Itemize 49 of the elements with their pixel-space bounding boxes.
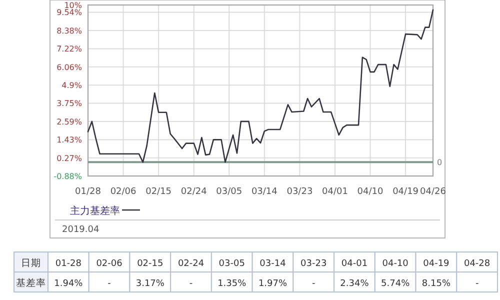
text: 02-24 <box>178 259 204 269</box>
text: 03-05 <box>218 259 245 269</box>
y-tick-label: 4.9% <box>62 81 82 90</box>
x-tick-label: 02/06 <box>110 187 137 197</box>
x-tick-label: 04/10 <box>357 187 384 197</box>
text: 04-01 <box>341 259 368 269</box>
x-tick-label: 03/14 <box>251 187 278 197</box>
ref-line-label: 0 <box>437 158 442 168</box>
y-tick-label: 6.06% <box>56 62 82 72</box>
x-tick-label: 02/15 <box>146 187 172 197</box>
x-tick-label: 02/24 <box>180 187 208 197</box>
text: 04-10 <box>382 259 409 269</box>
text: 02-06 <box>96 259 123 269</box>
text: 5.74% <box>381 279 410 289</box>
legend-label: 主力基差率 <box>70 205 120 217</box>
text: 04-28 <box>464 259 490 269</box>
y-tick-label: 10% <box>64 1 82 10</box>
text: 03-23 <box>300 259 327 269</box>
text: - <box>312 279 316 289</box>
text: - <box>108 279 111 289</box>
y-tick-label: 3.75% <box>56 99 82 108</box>
y-tick-label: 7.22% <box>56 44 82 54</box>
text: 04-19 <box>423 259 450 269</box>
x-tick-label: 04/19 <box>392 187 419 197</box>
x-tick-label: 04/26 <box>420 187 446 197</box>
text: 3.17% <box>136 279 165 289</box>
y-tick-label: 1.43% <box>56 136 82 145</box>
x-tick-label: 03/23 <box>286 187 313 197</box>
text: 1.94% <box>54 279 84 289</box>
text: 03-14 <box>260 259 286 269</box>
y-tick-label: 9.54% <box>56 8 82 18</box>
text: 1.35% <box>218 279 247 289</box>
text: 2019.04 <box>62 225 100 235</box>
text: 基差率 <box>16 277 46 289</box>
text: 日期 <box>21 257 41 269</box>
text: 2.34% <box>340 279 370 289</box>
text: - <box>475 279 479 289</box>
x-tick-label: 03/05 <box>216 187 242 197</box>
y-tick-label: -0.88% <box>54 172 82 181</box>
text: 1.97% <box>258 279 288 289</box>
y-tick-label: 0.27% <box>56 154 82 163</box>
text: 01-28 <box>55 259 82 269</box>
text: 02-15 <box>137 259 164 269</box>
text: 8.15% <box>422 279 451 289</box>
y-tick-label: 8.38% <box>56 26 82 36</box>
x-tick-label: 01/28 <box>75 187 102 197</box>
y-tick-label: 2.59% <box>56 117 82 126</box>
text: - <box>189 279 193 289</box>
x-tick-label: 04/01 <box>322 187 348 197</box>
